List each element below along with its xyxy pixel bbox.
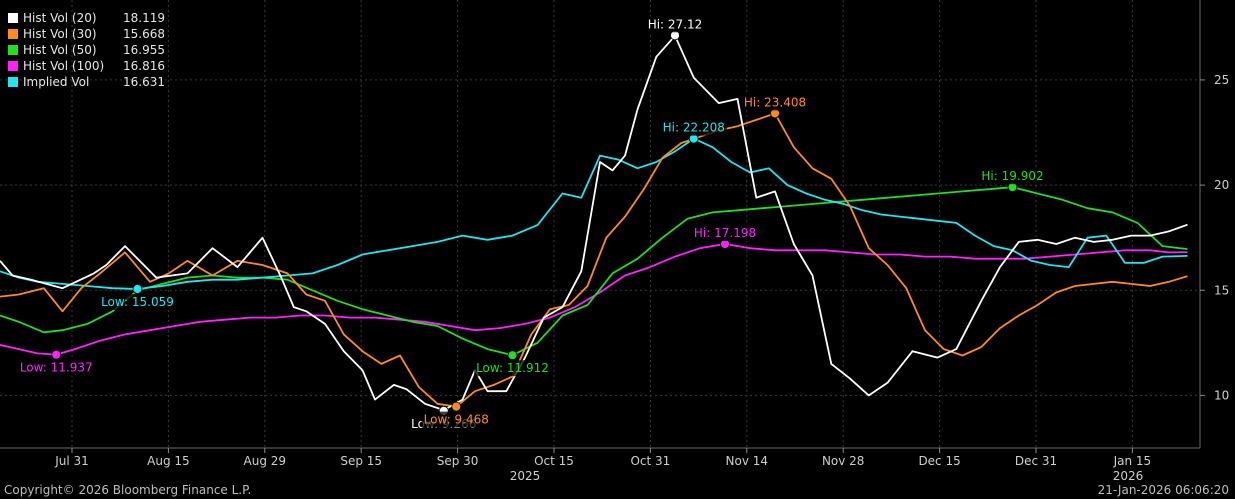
annotation-marker (451, 401, 462, 412)
series-line (0, 137, 1188, 290)
annotation-label: Hi: 19.902 (981, 169, 1043, 183)
annotation-label: Low: 9.468 (424, 413, 489, 427)
series-line (0, 34, 1188, 412)
x-tick-label: Oct 15 (534, 454, 574, 468)
legend: Hist Vol (20) 18.119 Hist Vol (30) 15.66… (8, 10, 165, 90)
legend-label: Hist Vol (30) (23, 27, 97, 41)
legend-item: Implied Vol 16.631 (8, 74, 165, 90)
legend-item: Hist Vol (100) 16.816 (8, 58, 165, 74)
grid-lines (0, 0, 1200, 448)
legend-label: Implied Vol (23, 75, 90, 89)
series-line (0, 186, 1188, 357)
x-year-label: 2026 (1113, 469, 1144, 483)
x-tick-label: Aug 29 (244, 454, 287, 468)
x-tick-label: Sep 15 (340, 454, 382, 468)
timestamp-text: 21-Jan-2026 06:06:20 (1097, 483, 1229, 497)
annotation-label-bg (691, 225, 759, 242)
series-lines (0, 34, 1188, 412)
legend-label: Hist Vol (50) (23, 43, 97, 57)
legend-swatch (8, 29, 18, 39)
y-tick-label: 20 (1214, 178, 1229, 192)
legend-swatch (8, 45, 18, 55)
annotation-label-bg (99, 294, 176, 311)
legend-value: 16.816 (123, 59, 165, 73)
annotation-label: Low: 11.912 (476, 361, 549, 375)
annotation-label: Hi: 23.408 (744, 95, 806, 109)
legend-item: Hist Vol (30) 15.668 (8, 26, 165, 42)
x-tick-label: Nov 28 (822, 454, 865, 468)
annotation-label-bg (645, 16, 705, 33)
x-axis: Jul 31 Aug 15 Aug 29 Sep 15 Sep 30 Oct 15 Oct … (0, 447, 1200, 483)
legend-swatch (8, 77, 18, 87)
annotation-marker (51, 349, 62, 360)
annotation-marker (132, 284, 143, 294)
x-tick-label: Nov 14 (726, 454, 769, 468)
x-tick-label: Sep 30 (437, 454, 479, 468)
copyright-text: Copyright© 2026 Bloomberg Finance L.P. (4, 483, 252, 497)
annotation-label-bg (660, 119, 727, 136)
annotation-label: Hi: 27.12 (648, 17, 703, 31)
series-line (0, 243, 1188, 356)
x-tick-label: Aug 15 (147, 454, 190, 468)
legend-label: Hist Vol (20) (23, 11, 97, 25)
annotation-label-bg (421, 411, 491, 428)
annotation-marker (507, 350, 518, 361)
y-axis: 10 15 20 25 (1199, 0, 1229, 448)
y-tick-label: 10 (1214, 388, 1229, 402)
legend-label: Hist Vol (100) (23, 59, 105, 73)
x-tick-label: Jan 15 (1113, 454, 1152, 468)
annotation-label: Hi: 22.208 (663, 121, 725, 135)
legend-value: 16.631 (123, 75, 165, 89)
legend-value: 18.119 (123, 11, 165, 25)
x-year-label: 2025 (510, 469, 541, 483)
legend-swatch (8, 13, 18, 23)
y-tick-label: 25 (1214, 73, 1229, 87)
annotation-label: Low: 15.059 (101, 295, 174, 309)
annotation-label: Hi: 17.198 (694, 226, 756, 240)
legend-value: 16.955 (123, 43, 165, 57)
legend-item: Hist Vol (20) 18.119 (8, 10, 165, 26)
y-tick-label: 15 (1214, 283, 1229, 297)
annotation-label-bg (474, 360, 551, 377)
x-tick-label: Oct 31 (630, 454, 670, 468)
x-tick-label: Dec 15 (918, 454, 960, 468)
annotation-label-bg (741, 94, 809, 111)
x-tick-label: Dec 31 (1015, 454, 1057, 468)
annotation-label: Low: 11.937 (20, 361, 93, 375)
series-line (0, 112, 1188, 408)
annotation-label-bg (979, 168, 1046, 185)
legend-item: Hist Vol (50) 16.955 (8, 42, 165, 58)
legend-swatch (8, 61, 18, 71)
annotation-label-bg (17, 359, 95, 376)
legend-value: 15.668 (123, 27, 165, 41)
x-tick-label: Jul 31 (54, 454, 89, 468)
